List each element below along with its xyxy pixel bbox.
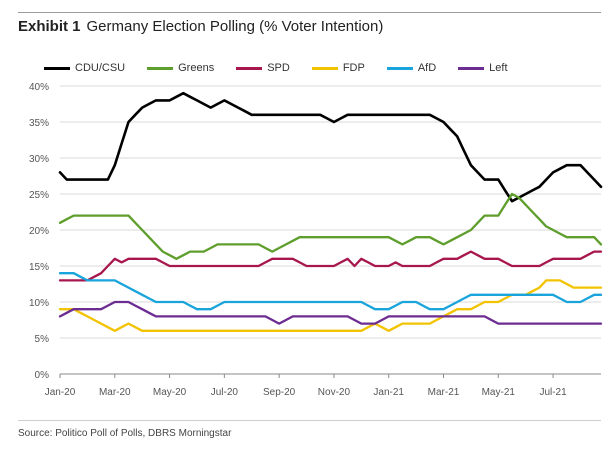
legend-label: SPD	[267, 62, 290, 74]
series-line-left	[58, 300, 603, 325]
legend-item-left: Left	[458, 62, 508, 74]
legend-item-fdp: FDP	[311, 62, 365, 74]
y-tick-label: 35%	[29, 118, 49, 129]
top-rule	[18, 12, 601, 13]
x-tick-label: May-21	[482, 387, 516, 398]
y-tick-label: 0%	[35, 370, 50, 381]
x-tick-label: Jul-20	[211, 387, 239, 398]
x-tick-label: Sep-20	[263, 387, 296, 398]
y-tick-label: 30%	[29, 154, 49, 165]
exhibit-label: Exhibit 1	[18, 18, 81, 35]
legend: CDU/CSU Greens SPD FDP AfD Left	[44, 62, 530, 74]
legend-label: Left	[489, 62, 508, 74]
legend-label: AfD	[417, 62, 437, 74]
legend-swatch	[147, 66, 174, 70]
bottom-rule	[18, 420, 601, 421]
legend-swatch	[44, 66, 70, 70]
x-tick-label: Jul-21	[539, 387, 567, 398]
legend-swatch	[458, 66, 485, 70]
y-tick-label: 25%	[29, 190, 49, 201]
legend-swatch	[236, 66, 263, 70]
y-tick-label: 15%	[29, 262, 49, 273]
legend-item-spd: SPD	[236, 62, 290, 74]
y-tick-label: 40%	[29, 82, 49, 93]
series-line-cdu-csu	[58, 91, 603, 203]
chart-title: Exhibit 1 Germany Election Polling (% Vot…	[18, 18, 383, 35]
x-tick-label: Nov-20	[318, 387, 351, 398]
title-text: Germany Election Polling (% Voter Intent…	[86, 18, 384, 35]
legend-label: CDU/CSU	[75, 62, 126, 74]
legend-item-afd: AfD	[386, 62, 437, 74]
legend-swatch	[311, 66, 338, 70]
legend-item-greens: Greens	[147, 62, 214, 74]
x-tick-label: May-20	[153, 387, 187, 398]
legend-label: Greens	[178, 62, 215, 74]
legend-label: FDP	[342, 62, 365, 74]
series-line-spd	[58, 250, 603, 282]
source-note: Source: Politico Poll of Polls, DBRS Mor…	[18, 428, 232, 439]
y-tick-label: 5%	[35, 334, 50, 345]
y-tick-label: 10%	[29, 298, 49, 309]
legend-item-cdu-csu: CDU/CSU	[44, 62, 125, 74]
x-tick-label: Jan-21	[373, 387, 404, 398]
x-tick-label: Jan-20	[45, 387, 76, 398]
series-line-greens	[58, 192, 603, 260]
y-tick-label: 20%	[29, 226, 49, 237]
legend-swatch	[386, 66, 413, 70]
x-tick-label: Mar-20	[99, 387, 131, 398]
x-tick-label: Mar-21	[428, 387, 460, 398]
series-line-afd	[58, 272, 603, 311]
